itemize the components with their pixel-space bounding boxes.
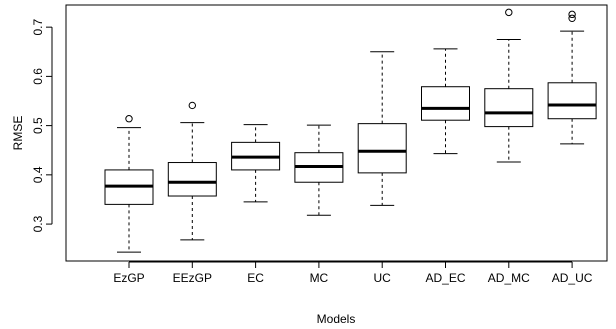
outlier-point xyxy=(568,14,576,22)
box-ec xyxy=(231,124,281,203)
box-iqr xyxy=(484,88,534,128)
box-iqr xyxy=(421,86,470,121)
box-uc xyxy=(357,51,407,206)
box-ad-uc xyxy=(547,10,597,145)
x-axis: EzGP EEzGP EC MC UC AD_EC AD_MC AD_UC xyxy=(113,261,593,285)
box-iqr xyxy=(167,162,217,197)
box-series xyxy=(104,8,597,253)
x-tick-label: EEzGP xyxy=(173,271,212,285)
x-tick-label: MC xyxy=(310,271,329,285)
x-tick-label: AD_EC xyxy=(425,271,465,285)
box-iqr xyxy=(547,82,597,120)
outlier-point xyxy=(188,101,197,110)
y-axis: 0.3 0.4 0.5 0.6 0.7 xyxy=(31,18,53,232)
box-mc xyxy=(294,124,344,216)
x-tick-label: UC xyxy=(374,271,392,285)
box-eezgp xyxy=(167,101,217,241)
box-ezgp xyxy=(104,115,154,253)
x-tick-label: EC xyxy=(247,271,264,285)
y-tick-label: 0.7 xyxy=(31,18,45,35)
y-tick-label: 0.3 xyxy=(31,215,45,232)
x-axis-title: Models xyxy=(317,312,356,326)
outlier-point xyxy=(505,8,513,17)
outlier-point xyxy=(125,115,133,123)
box-ad-ec xyxy=(421,48,470,155)
box-iqr xyxy=(357,123,407,174)
y-tick-label: 0.4 xyxy=(31,166,45,183)
y-tick-label: 0.5 xyxy=(31,117,45,134)
x-tick-label: AD_UC xyxy=(552,271,593,285)
y-axis-title: RMSE xyxy=(11,116,25,151)
outlier-point xyxy=(568,10,576,19)
box-ad-mc xyxy=(484,8,534,163)
x-tick-label: AD_MC xyxy=(488,271,530,285)
x-tick-label: EzGP xyxy=(113,271,144,285)
plot-frame xyxy=(65,4,608,262)
y-tick-label: 0.6 xyxy=(31,68,45,85)
